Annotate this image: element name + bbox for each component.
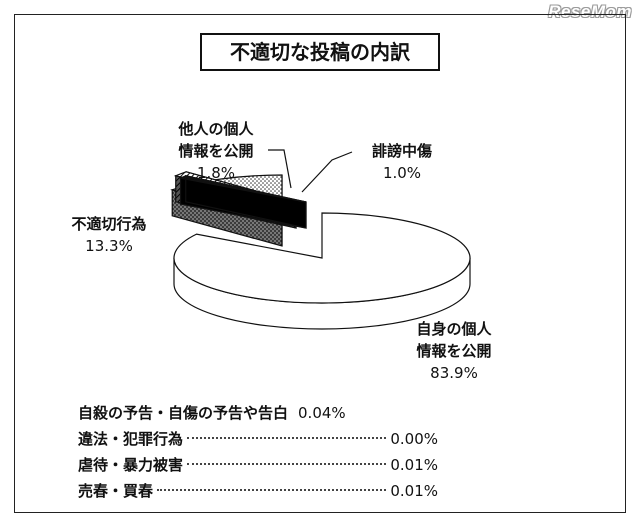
minor-item: 売春・買春 0.01%	[78, 482, 438, 500]
slice-defamation	[178, 175, 307, 229]
label-defamation: 誹謗中傷 1.0%	[371, 142, 432, 182]
minor-item: 虐待・暴力被害 0.01%	[78, 456, 438, 474]
minor-item: 自殺の予告・自傷の予告や告白 0.04%	[78, 404, 346, 422]
watermark: ReseMom	[548, 2, 632, 21]
chart-title: 不適切な投稿の内訳	[200, 33, 440, 71]
label-inappropriate-behavior: 不適切行為 13.3%	[71, 215, 147, 255]
label-other-personal-info: 他人の個人 情報を公開 1.8%	[178, 120, 254, 182]
minor-items-list: 自殺の予告・自傷の予告や告白 0.04% 違法・犯罪行為 0.00% 虐待・暴力…	[78, 400, 438, 504]
slice-self-personal-info	[173, 212, 471, 330]
chart-frame	[14, 14, 626, 513]
label-self-personal-info: 自身の個人 情報を公開 83.9%	[416, 320, 492, 382]
minor-item: 違法・犯罪行為 0.00%	[78, 430, 438, 448]
leader-line-other-personal-info	[268, 149, 292, 189]
leader-line-defamation	[301, 151, 353, 193]
